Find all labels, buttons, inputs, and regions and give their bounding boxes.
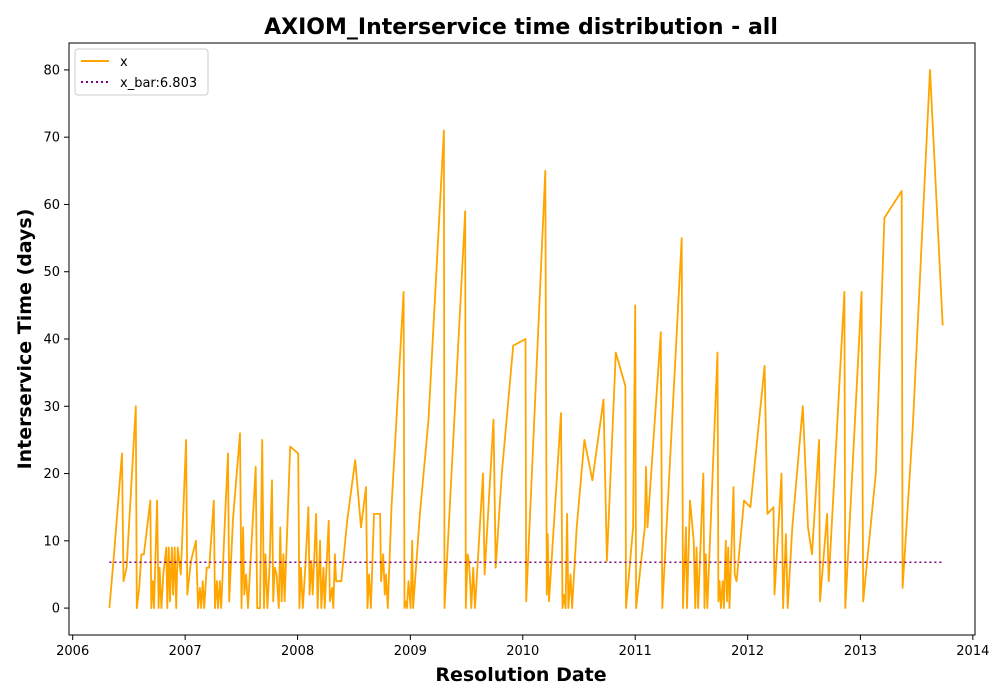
x-tick-label: 2011 [619,644,652,659]
y-axis-label: Interservice Time (days) [14,209,36,470]
x-tick-label: 2008 [281,644,314,659]
y-tick-label: 30 [43,400,60,415]
plot-background [69,43,975,635]
x-tick-label: 2013 [844,644,877,659]
y-tick-label: 60 [43,198,60,213]
y-tick-label: 10 [43,534,60,549]
y-tick-label: 40 [43,333,60,348]
x-tick-label: 2010 [506,644,539,659]
x-tick-label: 2007 [169,644,202,659]
chart-title: AXIOM_Interservice time distribution - a… [264,15,778,40]
legend: x x_bar:6.803 [74,48,209,96]
x-tick-label: 2012 [731,644,764,659]
y-tick-label: 0 [52,602,60,617]
x-axis: 2006 2007 2008 2009 2010 2011 2012 2013 2014 [56,635,989,659]
legend-label-x: x [120,55,128,70]
x-tick-label: 2006 [56,644,89,659]
series-layer [108,69,944,609]
y-tick-label: 70 [43,131,60,146]
x-tick-label: 2009 [394,644,427,659]
plot-area [68,42,976,636]
x-axis-label: Resolution Date [435,664,606,686]
legend-label-x-bar: x_bar:6.803 [120,76,197,91]
y-tick-label: 50 [43,265,60,280]
y-tick-label: 80 [43,63,60,78]
series-line-x [108,69,944,609]
y-axis: 0 10 20 30 40 50 60 70 80 [43,63,69,617]
y-tick-label: 20 [43,467,60,482]
x-tick-label: 2014 [956,644,989,659]
